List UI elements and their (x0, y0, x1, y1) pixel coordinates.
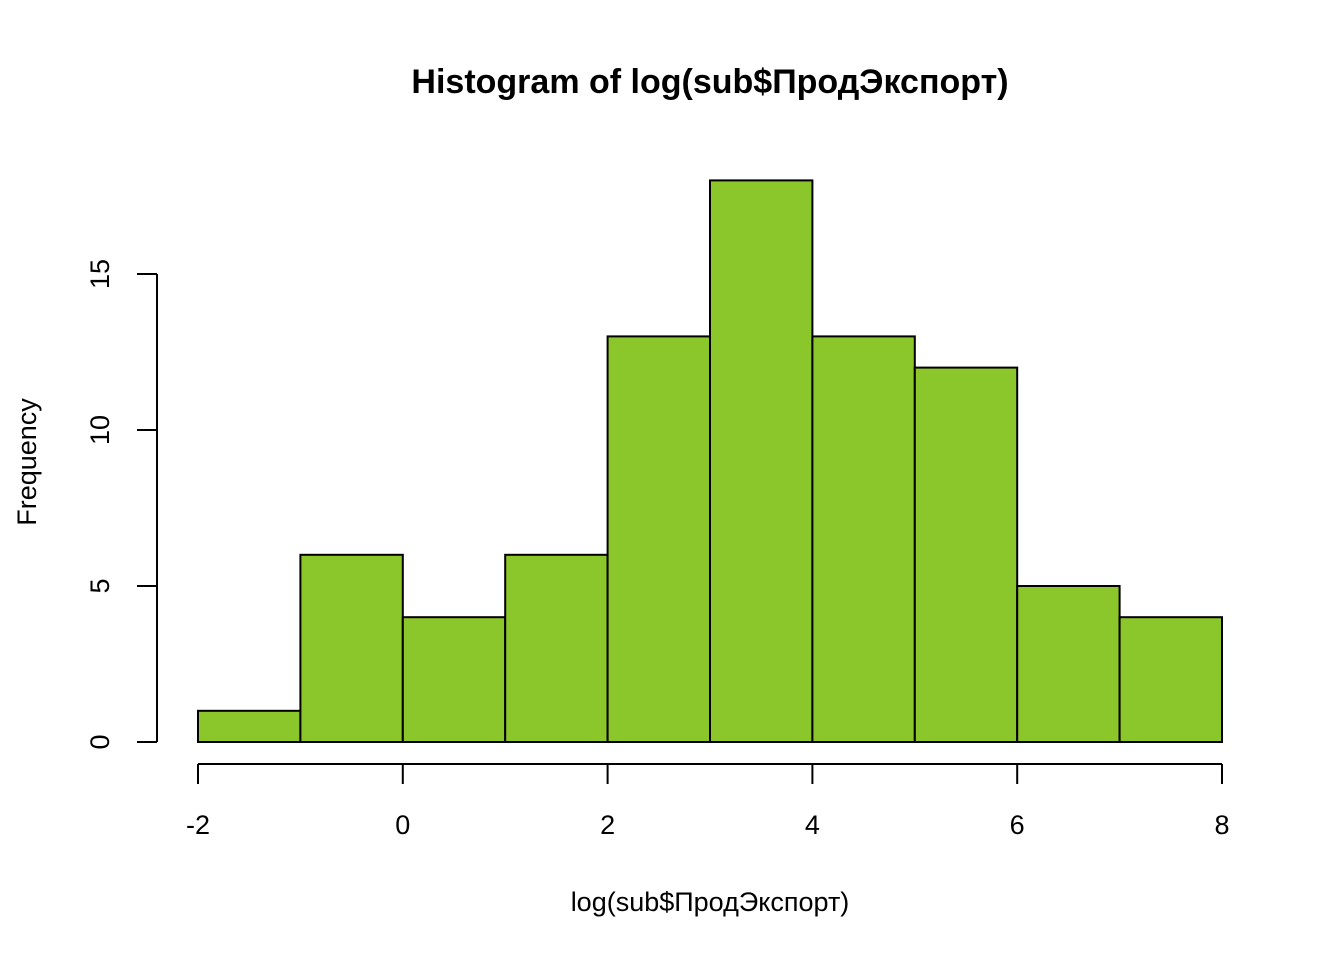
x-tick-label: -2 (186, 810, 210, 840)
x-tick-label: 2 (600, 810, 615, 840)
histogram-bar (299, 553, 404, 743)
histogram-bar (197, 709, 302, 743)
x-tick-label: 0 (395, 810, 410, 840)
y-tick-label: 5 (85, 578, 115, 593)
chart-title: Histogram of log(sub$ПродЭкспорт) (411, 63, 1008, 101)
histogram-bar (504, 553, 609, 743)
x-axis: -2 0 2 4 6 8 (186, 763, 1230, 840)
x-tick-label: 8 (1214, 810, 1229, 840)
y-tick-label: 10 (85, 415, 115, 445)
histogram-bar (401, 616, 507, 744)
histogram-bar (811, 335, 916, 743)
y-tick-label: 0 (85, 734, 115, 749)
x-axis-label: log(sub$ПродЭкспорт) (571, 887, 850, 917)
x-tick-label: 6 (1010, 810, 1025, 840)
histogram-bars (197, 179, 1223, 744)
y-tick-label: 15 (85, 259, 115, 289)
y-axis-label: Frequency (12, 398, 42, 526)
histogram-bar (606, 335, 711, 743)
histogram-bar (709, 179, 814, 743)
histogram-bar (1016, 585, 1121, 743)
y-axis: 0 5 10 15 (85, 259, 158, 750)
histogram-bar (913, 366, 1019, 743)
x-tick-label: 4 (805, 810, 820, 840)
histogram-bar (1118, 616, 1223, 744)
